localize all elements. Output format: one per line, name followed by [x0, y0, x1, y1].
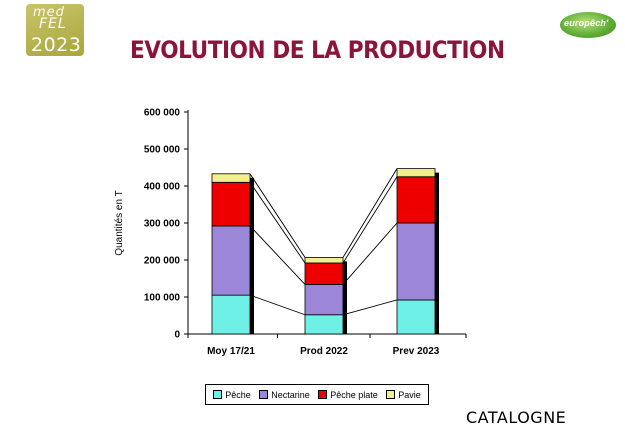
- legend-swatch: [259, 390, 269, 399]
- logo-text-line1: med: [33, 5, 65, 20]
- y-tick-label: 200 000: [144, 256, 181, 267]
- x-tick-label: Prod 2022: [300, 346, 348, 357]
- x-tick-label: Moy 17/21: [207, 346, 255, 357]
- legend-label: Pavie: [398, 389, 421, 400]
- bar-peche-plate-prev-2023: [396, 176, 436, 224]
- series-line-peche: [249, 294, 306, 316]
- bar-pavie-moy-17-21: [211, 173, 251, 183]
- logo-text-year: 2023: [31, 34, 82, 56]
- series-line-nectarine: [342, 222, 398, 285]
- logo-text-line2: FEL: [39, 16, 67, 32]
- slide-title: EVOLUTION DE LA PRODUCTION: [130, 36, 505, 64]
- legend-label: Pêche plate: [330, 389, 378, 400]
- bar-pavie-prod-2022: [304, 257, 344, 264]
- europech-logo: europêch': [560, 12, 616, 38]
- bar-peche-prev-2023: [396, 299, 436, 335]
- bar-nectarine-moy-17-21: [211, 225, 251, 296]
- legend-item-peche-plate: Pêche plate: [318, 390, 378, 400]
- series-line-peche-plate: [342, 176, 398, 264]
- y-axis-label: Quantités en T: [114, 190, 125, 255]
- y-tick-label: 400 000: [144, 182, 181, 193]
- legend-swatch: [318, 390, 328, 399]
- legend-label: Nectarine: [271, 389, 310, 400]
- series-line-peche: [342, 299, 398, 316]
- y-tick-label: 0: [174, 330, 180, 341]
- series-line-nectarine: [249, 225, 306, 285]
- x-tick-label: Prev 2023: [393, 346, 440, 357]
- legend-item-nectarine: Nectarine: [259, 390, 310, 400]
- region-label: CATALOGNE: [466, 408, 567, 427]
- y-tick-label: 500 000: [144, 145, 181, 156]
- series-line-pavie: [342, 168, 398, 258]
- bar-pavie-prev-2023: [396, 168, 436, 178]
- legend-item-peche: Pêche: [213, 390, 251, 400]
- bar-peche-plate-moy-17-21: [211, 181, 251, 227]
- bar-nectarine-prev-2023: [396, 222, 436, 301]
- series-line-peche-plate: [249, 182, 306, 264]
- bar-peche-plate-prod-2022: [304, 262, 344, 285]
- europech-logo-text: europêch': [564, 18, 609, 28]
- medfel-logo: med FEL 2023: [26, 4, 84, 56]
- series-line-pavie: [249, 173, 306, 258]
- y-tick-label: 100 000: [144, 293, 181, 304]
- y-tick-label: 600 000: [144, 108, 181, 119]
- bar-shadow: [343, 261, 347, 334]
- bar-peche-moy-17-21: [211, 294, 251, 335]
- y-tick-label: 300 000: [144, 219, 181, 230]
- bar-peche-prod-2022: [304, 314, 344, 335]
- bar-shadow: [250, 177, 254, 334]
- legend-swatch: [386, 390, 396, 399]
- legend-item-pavie: Pavie: [386, 390, 421, 400]
- bar-nectarine-prod-2022: [304, 284, 344, 316]
- legend-label: Pêche: [225, 389, 251, 400]
- legend-swatch: [213, 390, 223, 399]
- chart-legend: Pêche Nectarine Pêche plate Pavie: [205, 384, 429, 405]
- bar-shadow: [435, 172, 439, 334]
